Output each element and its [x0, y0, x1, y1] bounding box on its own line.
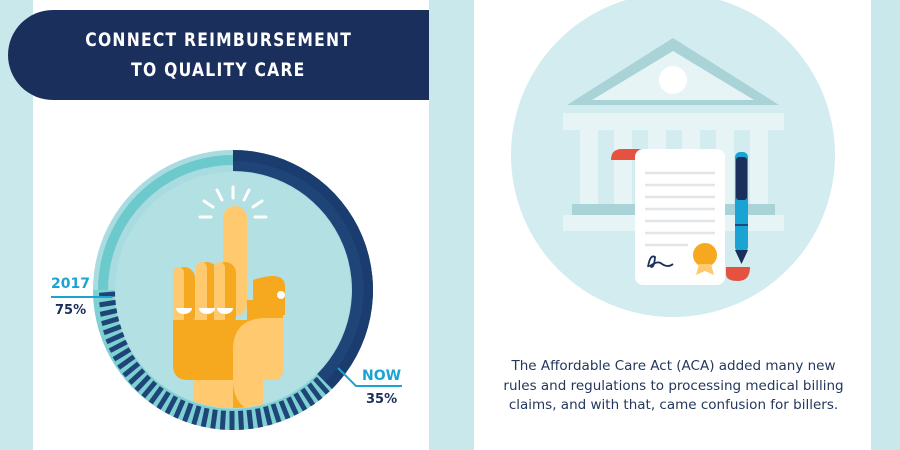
- center-divider-strip: [429, 0, 474, 450]
- gauge-label-now-period: NOW: [362, 368, 402, 384]
- striped-arc: [93, 290, 332, 430]
- raised-finger-hand-icon: [173, 185, 285, 408]
- gauge-label-2017-period: 2017: [51, 276, 90, 292]
- courthouse-icon: [563, 38, 784, 231]
- aca-description-text: The Affordable Care Act (ACA) added many…: [503, 358, 844, 413]
- gauge-label-now-value: 35%: [366, 392, 398, 407]
- signature-icon: [647, 255, 674, 268]
- percentage-gauge: [93, 150, 373, 430]
- document-scroll-icon: [611, 149, 750, 285]
- banner-title-line1: CONNECT REIMBURSEMENT: [85, 29, 352, 51]
- section-title-banner: CONNECT REIMBURSEMENT TO QUALITY CARE: [8, 10, 429, 100]
- right-margin-strip: [871, 0, 900, 450]
- pen-icon: [735, 152, 748, 264]
- seal-icon: [693, 243, 717, 267]
- banner-title-line2: TO QUALITY CARE: [131, 59, 306, 81]
- gauge-label-2017-value: 75%: [55, 303, 87, 318]
- courthouse-document-illustration: [511, 0, 835, 317]
